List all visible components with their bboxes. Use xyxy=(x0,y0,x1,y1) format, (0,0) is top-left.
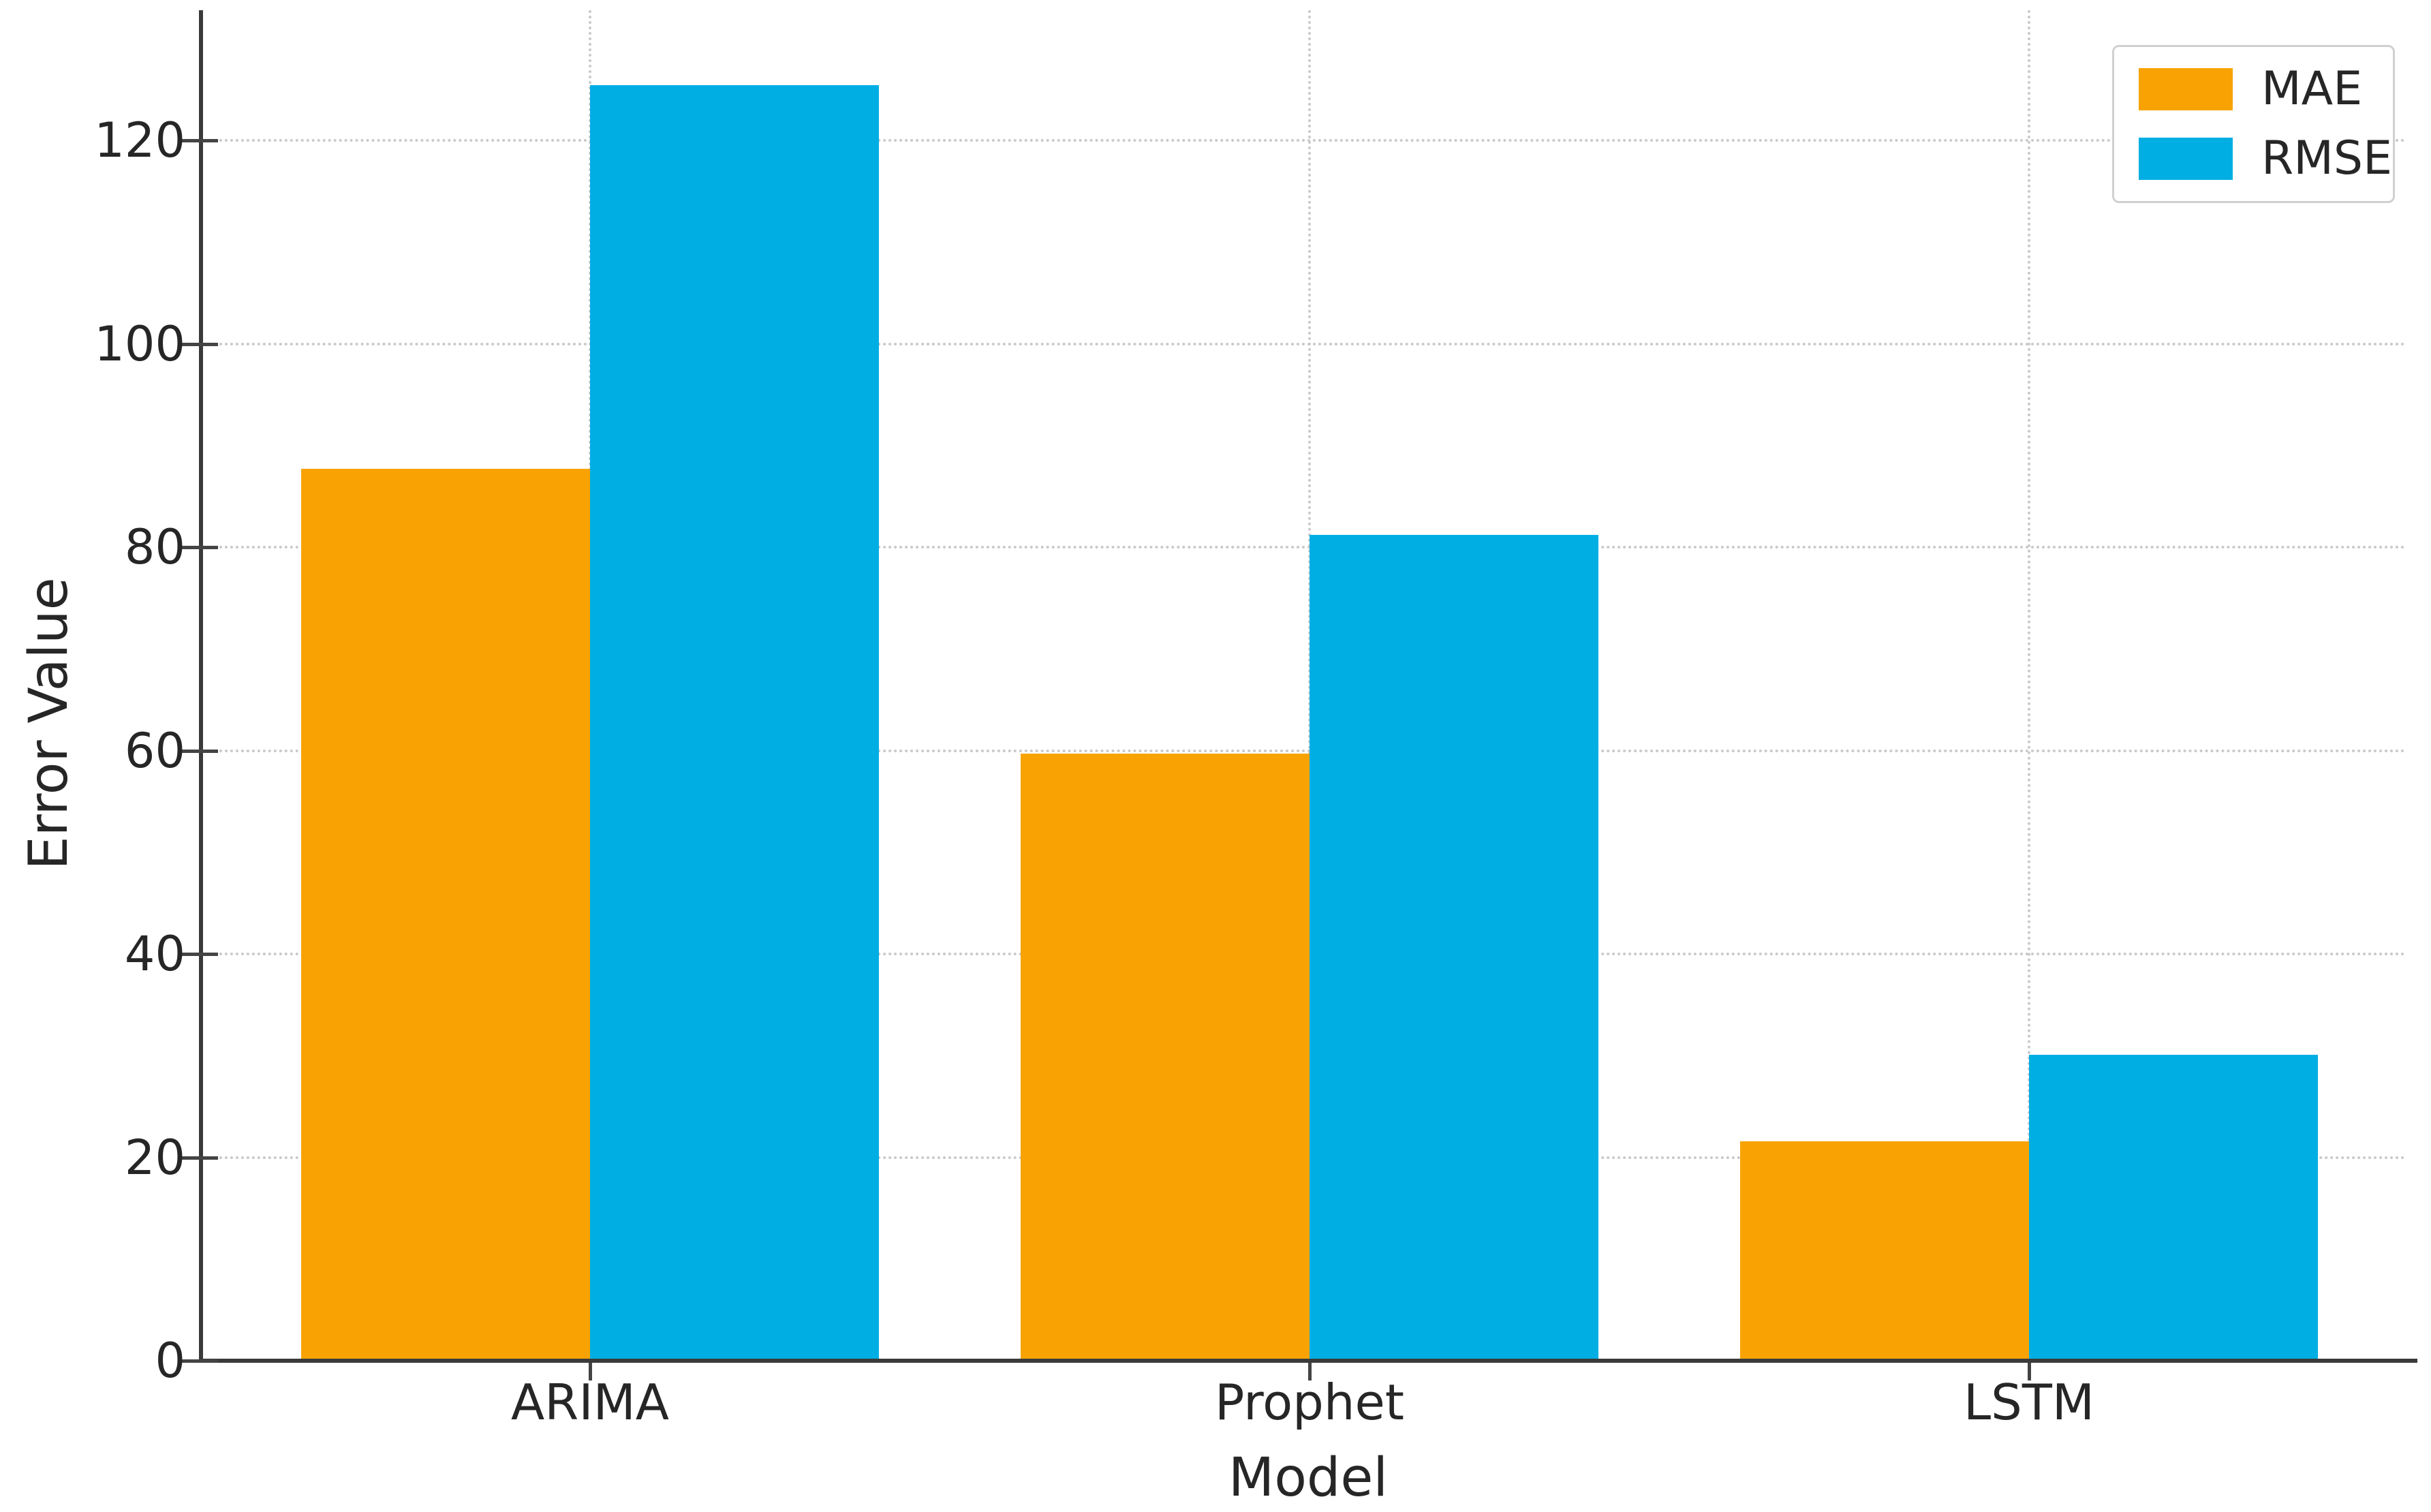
y-tick-120 xyxy=(181,139,218,142)
y-tick-80 xyxy=(181,546,218,549)
y-tick-label-60: 60 xyxy=(124,722,185,779)
legend-label-mae: MAE xyxy=(2261,62,2363,116)
x-axis-label: Model xyxy=(1228,1447,1389,1509)
x-tick-arima xyxy=(589,1363,592,1380)
y-tick-label-40: 40 xyxy=(124,926,185,982)
x-gridline-lstm xyxy=(2028,10,2030,1361)
y-tick-label-0: 0 xyxy=(155,1333,185,1389)
y-gridline-120 xyxy=(203,139,2406,142)
y-tick-0 xyxy=(181,1359,218,1363)
y-tick-100 xyxy=(181,342,218,346)
y-tick-label-20: 20 xyxy=(124,1129,185,1186)
x-axis-spine xyxy=(199,1359,2417,1363)
y-tick-60 xyxy=(181,749,218,753)
y-tick-label-120: 120 xyxy=(94,112,185,168)
x-tick-label-arima: ARIMA xyxy=(511,1374,669,1431)
x-tick-label-prophet: Prophet xyxy=(1214,1374,1405,1431)
y-gridline-60 xyxy=(203,749,2406,752)
legend-label-rmse: RMSE xyxy=(2261,132,2393,185)
y-tick-label-80: 80 xyxy=(124,519,185,575)
legend-item-mae: MAE xyxy=(2139,66,2372,112)
y-axis-spine xyxy=(199,10,203,1363)
y-gridline-100 xyxy=(203,342,2406,345)
y-tick-40 xyxy=(181,953,218,956)
legend-item-rmse: RMSE xyxy=(2139,136,2392,182)
x-tick-lstm xyxy=(2028,1363,2031,1380)
y-gridline-80 xyxy=(203,546,2406,549)
legend-swatch-rmse-icon xyxy=(2139,138,2233,180)
x-tick-prophet xyxy=(1308,1363,1312,1380)
legend-swatch-mae-icon xyxy=(2139,68,2233,110)
bar-arima-rmse xyxy=(590,85,879,1361)
legend: MAE RMSE xyxy=(2112,45,2395,203)
bar-prophet-mae xyxy=(1021,753,1310,1361)
y-tick-label-100: 100 xyxy=(94,315,185,372)
x-tick-label-lstm: LSTM xyxy=(1964,1374,2094,1431)
bar-arima-mae xyxy=(301,469,590,1361)
y-axis-label: Error Value xyxy=(18,577,80,870)
bar-lstm-rmse xyxy=(2029,1054,2318,1361)
bar-lstm-mae xyxy=(1740,1141,2029,1361)
y-tick-20 xyxy=(181,1156,218,1160)
bar-prophet-rmse xyxy=(1310,535,1598,1361)
